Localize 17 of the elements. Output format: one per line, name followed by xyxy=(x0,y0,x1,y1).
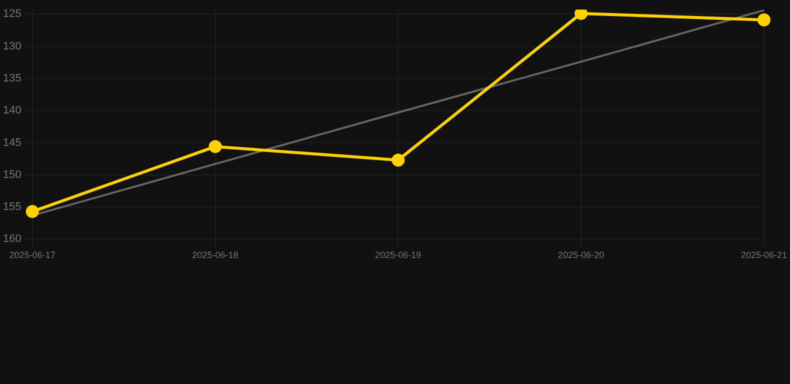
y-tick-label: 125 xyxy=(2,8,22,20)
x-tick-label: 2025-06-21 xyxy=(740,250,788,260)
y-tick-label: 155 xyxy=(2,201,22,214)
x-tick-label: 2025-06-19 xyxy=(375,250,422,260)
y-tick-label: 145 xyxy=(2,136,22,149)
point xyxy=(574,10,588,20)
y-tick-label: 160 xyxy=(2,233,22,246)
x-tick-label: 2025-06-20 xyxy=(558,250,604,260)
point xyxy=(392,154,405,167)
point xyxy=(208,140,222,154)
x-tick-label: 2025-06-18 xyxy=(192,250,238,260)
y-tick-label: 130 xyxy=(2,40,22,52)
x-tick-label: 2025-06-17 xyxy=(9,250,56,260)
y-tick-label: 150 xyxy=(2,168,22,181)
y-tick-label: 140 xyxy=(2,104,22,117)
point xyxy=(757,13,770,26)
y-tick-label: 135 xyxy=(2,72,22,84)
